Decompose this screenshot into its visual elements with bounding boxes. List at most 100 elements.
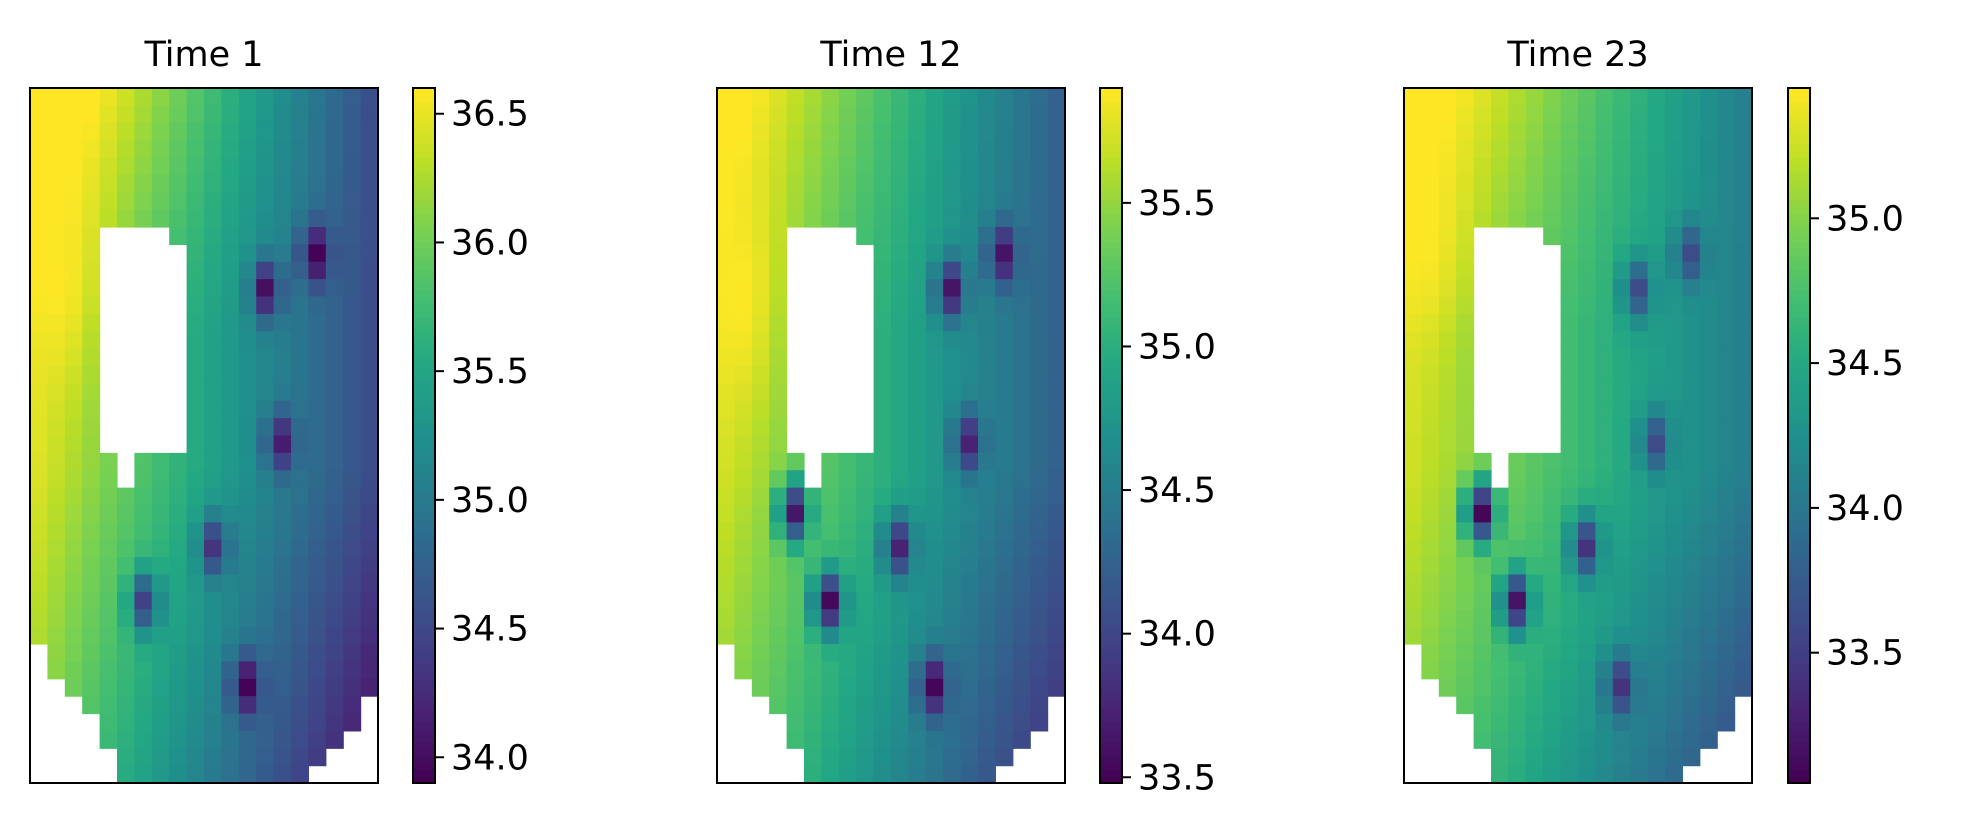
heatmap-cell xyxy=(1560,88,1579,106)
heatmap-cell xyxy=(291,296,309,315)
heatmap-cell xyxy=(186,591,205,610)
colorbar-segment xyxy=(1788,275,1810,284)
heatmap-cell xyxy=(1647,122,1666,141)
heatmap-cell xyxy=(1612,157,1631,176)
heatmap-cell xyxy=(1699,505,1718,523)
heatmap-cell xyxy=(273,557,292,576)
heatmap-cell xyxy=(1647,313,1666,332)
heatmap-cell xyxy=(273,696,292,715)
heatmap-cell xyxy=(769,105,788,124)
heatmap-cell xyxy=(1630,157,1649,176)
heatmap-cell xyxy=(891,88,909,106)
heatmap-cell xyxy=(1665,678,1683,697)
chart-title: Time 23 xyxy=(1506,35,1648,75)
colorbar-segment xyxy=(1100,268,1122,277)
colorbar-segment xyxy=(1100,345,1122,353)
colorbar-segment xyxy=(1788,678,1810,687)
heatmap-cell xyxy=(134,591,153,610)
heatmap-cell xyxy=(238,591,257,610)
heatmap-cell xyxy=(1491,174,1509,193)
heatmap-cell xyxy=(1508,765,1527,784)
heatmap-cell xyxy=(1665,313,1683,332)
heatmap-cell xyxy=(873,713,892,732)
heatmap-cell xyxy=(838,470,857,489)
colorbar-segment xyxy=(413,560,435,569)
heatmap-cell xyxy=(221,400,240,419)
colorbar-segment xyxy=(413,192,435,200)
heatmap-cell xyxy=(1456,348,1475,367)
heatmap-cell xyxy=(960,227,979,245)
heatmap-cell xyxy=(1578,452,1596,471)
colorbar-segment xyxy=(1788,101,1810,110)
colorbar-segment xyxy=(1100,637,1122,645)
colorbar-segment xyxy=(1100,692,1122,701)
heatmap-cell xyxy=(204,748,222,767)
heatmap-cell xyxy=(238,383,257,402)
heatmap-cell xyxy=(221,331,240,350)
heatmap-cell xyxy=(1682,313,1701,332)
colorbar-segment xyxy=(1100,602,1122,611)
heatmap-cell xyxy=(856,557,875,576)
heatmap-cell xyxy=(291,157,309,176)
heatmap-cell xyxy=(717,157,735,176)
heatmap-cell xyxy=(856,609,875,628)
heatmap-cell xyxy=(186,574,205,593)
heatmap-cell xyxy=(47,348,66,367)
heatmap-cell xyxy=(360,383,379,402)
heatmap-cell xyxy=(186,626,205,645)
heatmap-cell xyxy=(1456,505,1475,523)
heatmap-cell xyxy=(1543,730,1562,749)
heatmap-cell xyxy=(64,591,83,610)
heatmap-cell xyxy=(1560,748,1579,767)
heatmap-cell xyxy=(325,661,344,680)
heatmap-cell xyxy=(1421,313,1440,332)
heatmap-cell xyxy=(1665,157,1683,176)
heatmap-cell xyxy=(891,487,909,506)
heatmap-cell xyxy=(204,435,222,454)
heatmap-cell xyxy=(1647,331,1666,350)
heatmap-cell xyxy=(186,400,205,419)
heatmap-cell xyxy=(1012,366,1031,384)
heatmap-cell xyxy=(960,487,979,506)
heatmap-cell xyxy=(221,88,240,106)
heatmap-cell xyxy=(1647,192,1666,211)
heatmap-cell xyxy=(717,383,735,402)
heatmap-cell xyxy=(821,765,840,784)
heatmap-cell xyxy=(238,313,257,332)
heatmap-cell xyxy=(804,557,822,576)
heatmap-cell xyxy=(856,678,875,697)
heatmap-cell xyxy=(1047,626,1066,645)
heatmap-cell xyxy=(204,157,222,176)
heatmap-cell xyxy=(978,400,996,419)
heatmap-cell xyxy=(995,140,1014,159)
heatmap-cell xyxy=(204,661,222,680)
heatmap-cell xyxy=(821,678,840,697)
heatmap-cell xyxy=(1421,348,1440,367)
heatmap-cell xyxy=(1421,192,1440,211)
heatmap-cell xyxy=(1612,505,1631,523)
heatmap-cell xyxy=(873,331,892,350)
heatmap-cell xyxy=(734,644,753,662)
heatmap-cell xyxy=(30,105,48,124)
heatmap-cell xyxy=(786,122,805,141)
heatmap-cell xyxy=(30,244,48,263)
colorbar-segment xyxy=(1100,88,1122,96)
heatmap-cell xyxy=(1491,713,1509,732)
heatmap-cell xyxy=(256,696,275,715)
colorbar-segment xyxy=(1100,498,1122,506)
heatmap-cell xyxy=(873,730,892,749)
heatmap-cell xyxy=(47,366,66,384)
heatmap-cell xyxy=(978,678,996,697)
heatmap-cell xyxy=(821,452,840,471)
heatmap-cell xyxy=(1491,539,1509,558)
heatmap-cell xyxy=(978,244,996,263)
heatmap-cell xyxy=(821,574,840,593)
colorbar-tick-label: 34.5 xyxy=(1826,344,1904,384)
heatmap-cell xyxy=(1630,713,1649,732)
heatmap-cell xyxy=(786,539,805,558)
heatmap-cell xyxy=(1682,331,1701,350)
heatmap-cell xyxy=(256,331,275,350)
heatmap-cell xyxy=(186,748,205,767)
heatmap-cell xyxy=(325,348,344,367)
heatmap-cell xyxy=(273,574,292,593)
